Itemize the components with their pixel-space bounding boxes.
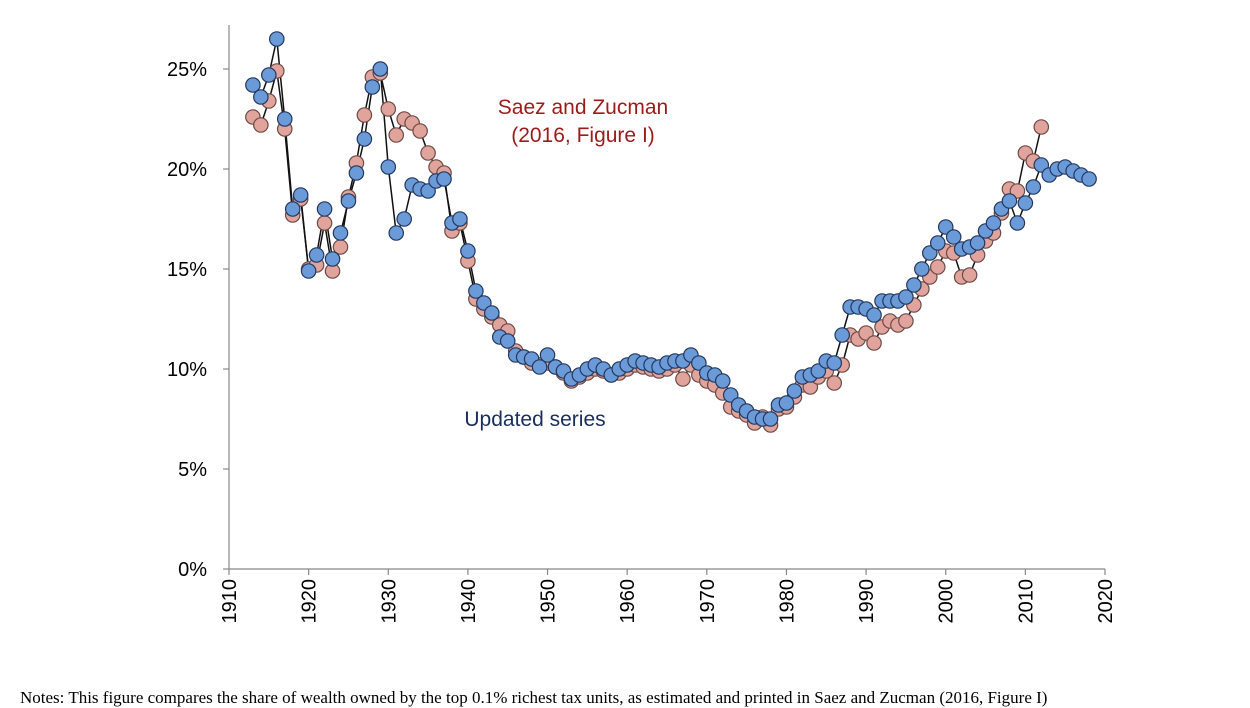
updated-point	[1025, 179, 1042, 195]
x-tick-label: 1950	[538, 579, 560, 624]
x-tick-label: 1910	[219, 579, 241, 624]
updated-point	[1001, 193, 1018, 209]
updated-point	[348, 165, 365, 181]
updated-point	[834, 327, 850, 343]
updated-point	[483, 305, 500, 321]
saez_zucman-point	[420, 145, 436, 161]
updated-point	[460, 243, 476, 259]
saez_zucman-point	[866, 335, 882, 351]
y-tick-label: 5%	[178, 459, 207, 481]
saez_zucman-point	[316, 215, 333, 231]
updated-point	[396, 211, 412, 227]
updated-point	[985, 215, 1002, 231]
saez_zucman-point	[380, 101, 397, 117]
updated-point	[914, 261, 930, 277]
updated-point	[1081, 171, 1097, 187]
updated-point	[906, 277, 922, 293]
updated-point	[388, 225, 405, 241]
updated-point	[436, 171, 452, 187]
x-tick-label: 1960	[617, 579, 639, 624]
x-tick-label: 1930	[378, 579, 400, 624]
updated-point	[316, 201, 333, 217]
updated-point	[929, 235, 946, 251]
saez_zucman-point	[675, 371, 691, 387]
updated-point	[308, 247, 325, 263]
saez-zucman-label-line2: (2016, Figure I)	[511, 124, 655, 147]
updated-point	[452, 211, 468, 227]
updated-point	[1017, 195, 1034, 211]
updated-point	[778, 395, 795, 411]
updated-point	[356, 131, 373, 147]
y-tick-label: 0%	[178, 559, 207, 581]
updated-point	[292, 187, 309, 203]
updated-point	[499, 333, 516, 349]
y-tick-label: 10%	[167, 359, 207, 381]
updated-point	[826, 355, 843, 371]
updated-point	[324, 251, 341, 267]
saez_zucman-point	[961, 267, 978, 283]
saez_zucman-point	[898, 313, 914, 329]
saez_zucman-point	[412, 123, 428, 139]
figure-notes: Notes: This figure compares the share of…	[20, 688, 1048, 707]
updated-point	[786, 383, 803, 399]
updated-point	[531, 359, 548, 375]
x-tick-label: 1990	[856, 579, 878, 624]
updated-point	[380, 159, 397, 175]
y-tick-label: 25%	[167, 59, 207, 81]
saez_zucman-point	[929, 259, 946, 275]
updated-point	[969, 235, 986, 251]
x-tick-label: 2010	[1015, 579, 1037, 624]
saez_zucman-point	[826, 375, 843, 391]
x-tick-label: 1980	[776, 579, 798, 624]
saez_zucman-point	[388, 127, 405, 143]
updated-point	[866, 307, 882, 323]
x-tick-label: 1940	[458, 579, 480, 624]
y-tick-label: 15%	[167, 259, 207, 281]
data-series	[245, 31, 1097, 433]
updated-point	[364, 79, 381, 95]
updated-point	[539, 347, 556, 363]
updated-point	[245, 77, 261, 93]
x-tick-label: 2000	[936, 579, 958, 624]
updated-point	[276, 111, 293, 127]
saez_zucman-point	[253, 117, 269, 133]
updated-point	[372, 61, 389, 77]
updated-point	[945, 229, 962, 245]
updated-point	[300, 263, 317, 279]
saez-zucman-label-line1: Saez and Zucman	[498, 96, 668, 119]
updated-point	[261, 67, 277, 83]
updated-point	[1009, 215, 1026, 231]
updated-point	[268, 31, 285, 47]
x-tick-label: 1970	[697, 579, 719, 624]
updated-point	[253, 89, 269, 105]
updated-point	[714, 373, 731, 389]
x-tick-label: 1920	[299, 579, 321, 624]
updated-point	[332, 225, 349, 241]
updated-point	[898, 289, 914, 305]
y-tick-label: 20%	[167, 159, 207, 181]
x-axis-ticks: 1910 1920 1930 1940 1950 1960 1970 1980 1990 2000…	[219, 569, 1117, 624]
updated-point	[762, 411, 779, 427]
y-axis-ticks: 0% 5% 10% 15% 20% 25%	[167, 59, 229, 581]
saez_zucman-point	[356, 107, 373, 123]
updated-point	[284, 201, 301, 217]
updated-point	[340, 193, 357, 209]
x-tick-label: 2020	[1095, 579, 1117, 624]
saez_zucman-point	[1033, 119, 1050, 135]
updated-series-label: Updated series	[464, 408, 605, 431]
updated-point	[468, 283, 484, 299]
